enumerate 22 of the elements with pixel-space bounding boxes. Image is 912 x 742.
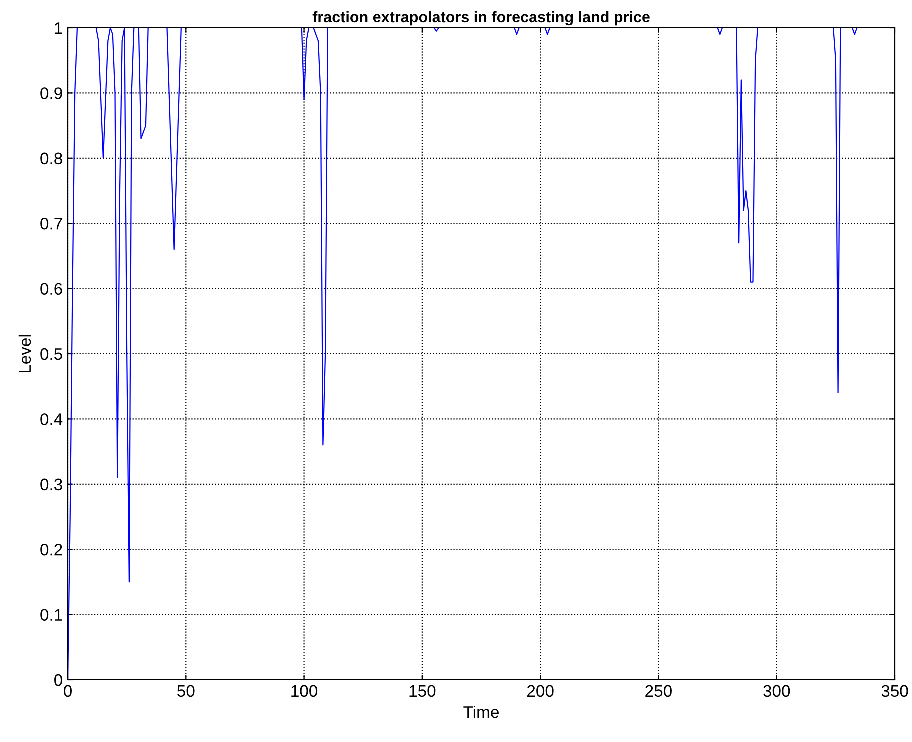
y-tick-label: 1 xyxy=(55,22,62,34)
y-tick-label: 0.2 xyxy=(40,544,62,556)
x-tick-label: 350 xyxy=(882,685,908,698)
y-tick-label: 0.1 xyxy=(40,609,62,622)
y-tick-label: 0.7 xyxy=(40,218,62,230)
x-tick-label: 100 xyxy=(292,685,318,698)
x-tick-label: 0 xyxy=(64,685,72,698)
x-tick-label: 250 xyxy=(646,685,672,698)
x-tick-label: 150 xyxy=(410,685,436,698)
x-tick-label: 300 xyxy=(764,685,790,698)
y-tick-label: 0.3 xyxy=(40,478,62,491)
y-tick-label: 0.8 xyxy=(40,152,62,165)
y-tick-label: 0 xyxy=(54,674,62,686)
y-tick-label: 0.9 xyxy=(40,88,62,100)
chart-title: fraction extrapolators in forecasting land price xyxy=(312,11,650,26)
x-axis-title: Time xyxy=(464,706,499,718)
x-tick-label: 200 xyxy=(528,685,554,698)
y-tick-label: 0.6 xyxy=(40,283,62,296)
y-tick-label: 0.5 xyxy=(40,348,62,360)
x-tick-label: 50 xyxy=(178,685,195,698)
y-tick-label: 0.4 xyxy=(40,414,63,426)
y-axis-title: Level xyxy=(18,335,32,373)
